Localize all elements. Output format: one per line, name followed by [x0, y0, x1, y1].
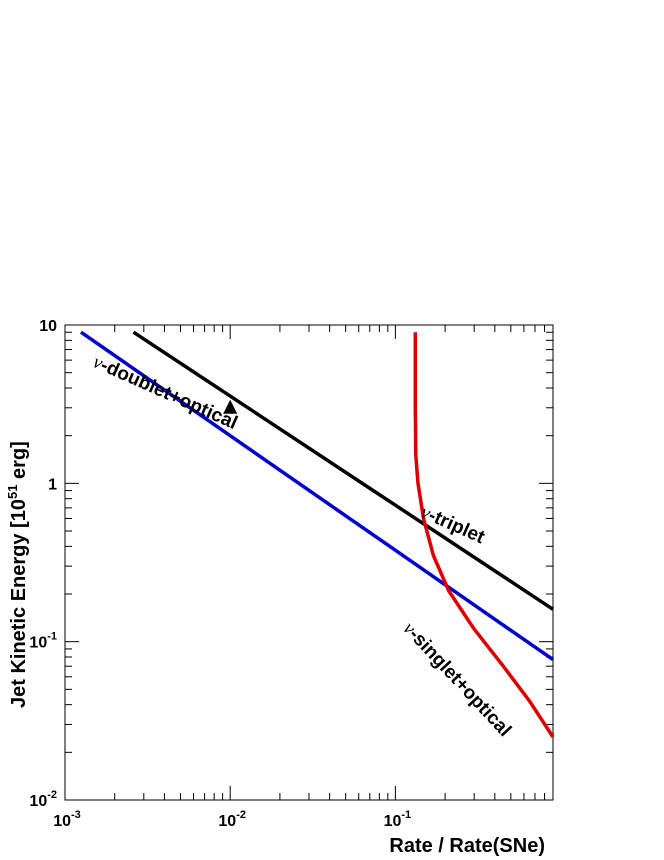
data-markers — [223, 399, 238, 414]
y-axis-title-unit: erg] — [8, 441, 30, 484]
y-tick-label-0-base: 10 — [29, 793, 47, 810]
y-tick-label-1-exp: -1 — [47, 631, 57, 643]
x-tick-label-0-exp: -3 — [71, 809, 81, 821]
y-tick-label-1-base: 10 — [29, 635, 47, 652]
y-axis-title-base: Jet Kinetic Energy [10 — [8, 499, 30, 708]
series-line-2 — [413, 332, 555, 738]
y-axis-title: Jet Kinetic Energy [1051 erg] — [5, 441, 30, 708]
series-line-0 — [132, 330, 554, 611]
y-tick-label-0: 10-2 — [29, 789, 57, 810]
tick-marks — [64, 324, 554, 801]
annotation-triplet-text: -triplet — [425, 505, 488, 548]
annotation-singlet: ν-singlet+optical — [399, 618, 516, 741]
annotation-singlet-text: -singlet+optical — [404, 624, 515, 741]
x-tick-label-2: 10-1 — [384, 809, 412, 830]
x-tick-label-1: 10-2 — [218, 809, 246, 830]
y-tick-label-3: 10 — [39, 318, 57, 335]
x-tick-labels: 10-3 10-2 10-1 — [53, 809, 411, 830]
y-axis-title-exp: 51 — [5, 485, 20, 499]
series-line-1 — [80, 330, 554, 662]
x-tick-label-1-base: 10 — [218, 813, 236, 830]
y-tick-label-0-exp: -2 — [47, 789, 57, 801]
x-tick-label-2-base: 10 — [384, 813, 402, 830]
y-tick-label-1: 10-1 — [29, 631, 57, 652]
x-tick-label-0-base: 10 — [53, 813, 71, 830]
x-tick-label-2-exp: -1 — [401, 809, 411, 821]
x-tick-label-1-exp: -2 — [236, 809, 246, 821]
annotation-doublet: ν-doublet+optical — [90, 351, 241, 434]
annotation-doublet-text: -doublet+optical — [97, 355, 240, 434]
x-tick-label-0: 10-3 — [53, 809, 81, 830]
y-tick-label-2: 1 — [48, 476, 57, 493]
x-axis-title: Rate / Rate(SNe) — [389, 835, 545, 857]
marker-triangle-0 — [223, 399, 238, 414]
curve-annotations: ν-tripletν-doublet+opticalν-singlet+opti… — [90, 351, 515, 741]
series-lines — [80, 330, 555, 738]
